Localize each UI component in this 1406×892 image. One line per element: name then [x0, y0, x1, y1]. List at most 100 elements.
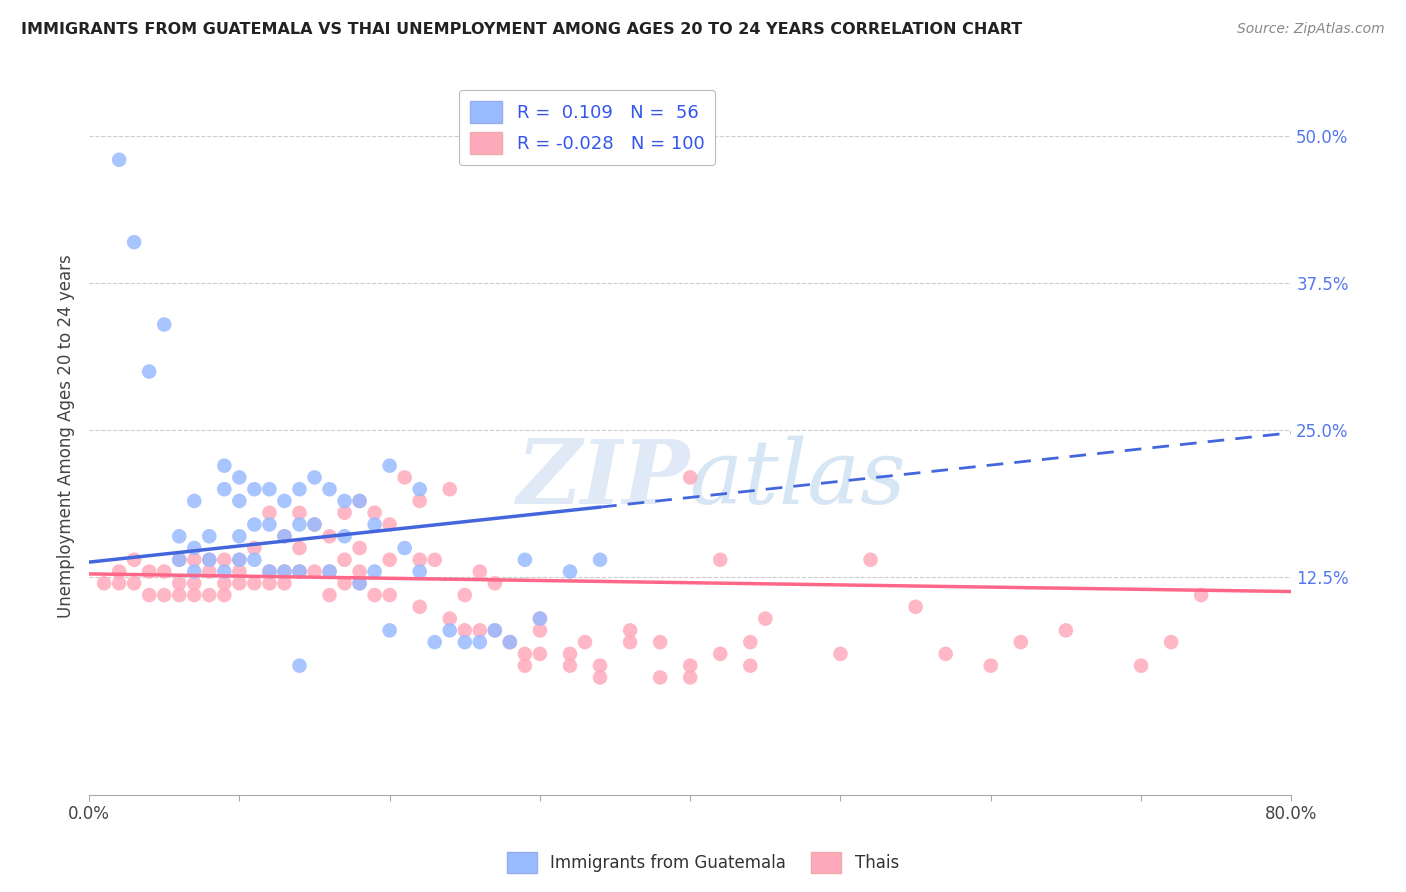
Point: [409, 553, 432, 567]
Point: [499, 635, 522, 649]
Point: [243, 541, 266, 555]
Point: [558, 647, 581, 661]
Point: [468, 635, 491, 649]
Point: [619, 635, 641, 649]
Point: [499, 635, 522, 649]
Y-axis label: Unemployment Among Ages 20 to 24 years: Unemployment Among Ages 20 to 24 years: [58, 254, 75, 618]
Point: [349, 494, 371, 508]
Point: [1130, 658, 1153, 673]
Point: [138, 588, 160, 602]
Point: [273, 565, 295, 579]
Point: [529, 611, 551, 625]
Text: atlas: atlas: [690, 436, 905, 523]
Point: [349, 565, 371, 579]
Point: [153, 318, 176, 332]
Point: [153, 565, 176, 579]
Text: IMMIGRANTS FROM GUATEMALA VS THAI UNEMPLOYMENT AMONG AGES 20 TO 24 YEARS CORRELA: IMMIGRANTS FROM GUATEMALA VS THAI UNEMPL…: [21, 22, 1022, 37]
Point: [484, 576, 506, 591]
Point: [304, 517, 326, 532]
Point: [484, 624, 506, 638]
Point: [167, 588, 190, 602]
Point: [318, 588, 340, 602]
Point: [513, 553, 536, 567]
Point: [333, 553, 356, 567]
Point: [1010, 635, 1032, 649]
Point: [273, 529, 295, 543]
Point: [243, 576, 266, 591]
Point: [108, 565, 131, 579]
Point: [122, 576, 145, 591]
Point: [439, 482, 461, 496]
Point: [273, 494, 295, 508]
Point: [259, 565, 281, 579]
Point: [363, 506, 385, 520]
Point: [439, 624, 461, 638]
Point: [409, 482, 432, 496]
Point: [288, 506, 311, 520]
Point: [529, 611, 551, 625]
Point: [228, 553, 250, 567]
Point: [679, 670, 702, 684]
Point: [138, 365, 160, 379]
Point: [709, 553, 731, 567]
Point: [228, 470, 250, 484]
Point: [1189, 588, 1212, 602]
Text: Source: ZipAtlas.com: Source: ZipAtlas.com: [1237, 22, 1385, 37]
Point: [198, 553, 221, 567]
Point: [558, 565, 581, 579]
Point: [304, 470, 326, 484]
Point: [259, 517, 281, 532]
Point: [709, 647, 731, 661]
Point: [228, 529, 250, 543]
Point: [288, 658, 311, 673]
Point: [349, 494, 371, 508]
Point: [318, 565, 340, 579]
Point: [1160, 635, 1182, 649]
Point: [304, 517, 326, 532]
Point: [619, 624, 641, 638]
Point: [409, 494, 432, 508]
Point: [589, 670, 612, 684]
Point: [378, 624, 401, 638]
Point: [333, 529, 356, 543]
Point: [499, 635, 522, 649]
Point: [378, 517, 401, 532]
Point: [1054, 624, 1077, 638]
Point: [513, 658, 536, 673]
Point: [394, 470, 416, 484]
Point: [409, 565, 432, 579]
Point: [394, 541, 416, 555]
Point: [378, 458, 401, 473]
Point: [454, 588, 477, 602]
Point: [198, 565, 221, 579]
Point: [333, 506, 356, 520]
Point: [243, 517, 266, 532]
Point: [333, 494, 356, 508]
Point: [243, 482, 266, 496]
Point: [183, 576, 205, 591]
Point: [650, 670, 672, 684]
Point: [259, 565, 281, 579]
Point: [935, 647, 957, 661]
Point: [288, 517, 311, 532]
Point: [183, 553, 205, 567]
Point: [830, 647, 852, 661]
Point: [108, 576, 131, 591]
Point: [558, 658, 581, 673]
Point: [153, 588, 176, 602]
Point: [214, 565, 236, 579]
Point: [167, 553, 190, 567]
Point: [740, 635, 762, 649]
Point: [904, 599, 927, 614]
Point: [228, 494, 250, 508]
Point: [198, 529, 221, 543]
Point: [273, 576, 295, 591]
Point: [589, 553, 612, 567]
Point: [439, 611, 461, 625]
Point: [349, 576, 371, 591]
Point: [378, 588, 401, 602]
Point: [228, 565, 250, 579]
Point: [183, 588, 205, 602]
Point: [859, 553, 882, 567]
Point: [409, 599, 432, 614]
